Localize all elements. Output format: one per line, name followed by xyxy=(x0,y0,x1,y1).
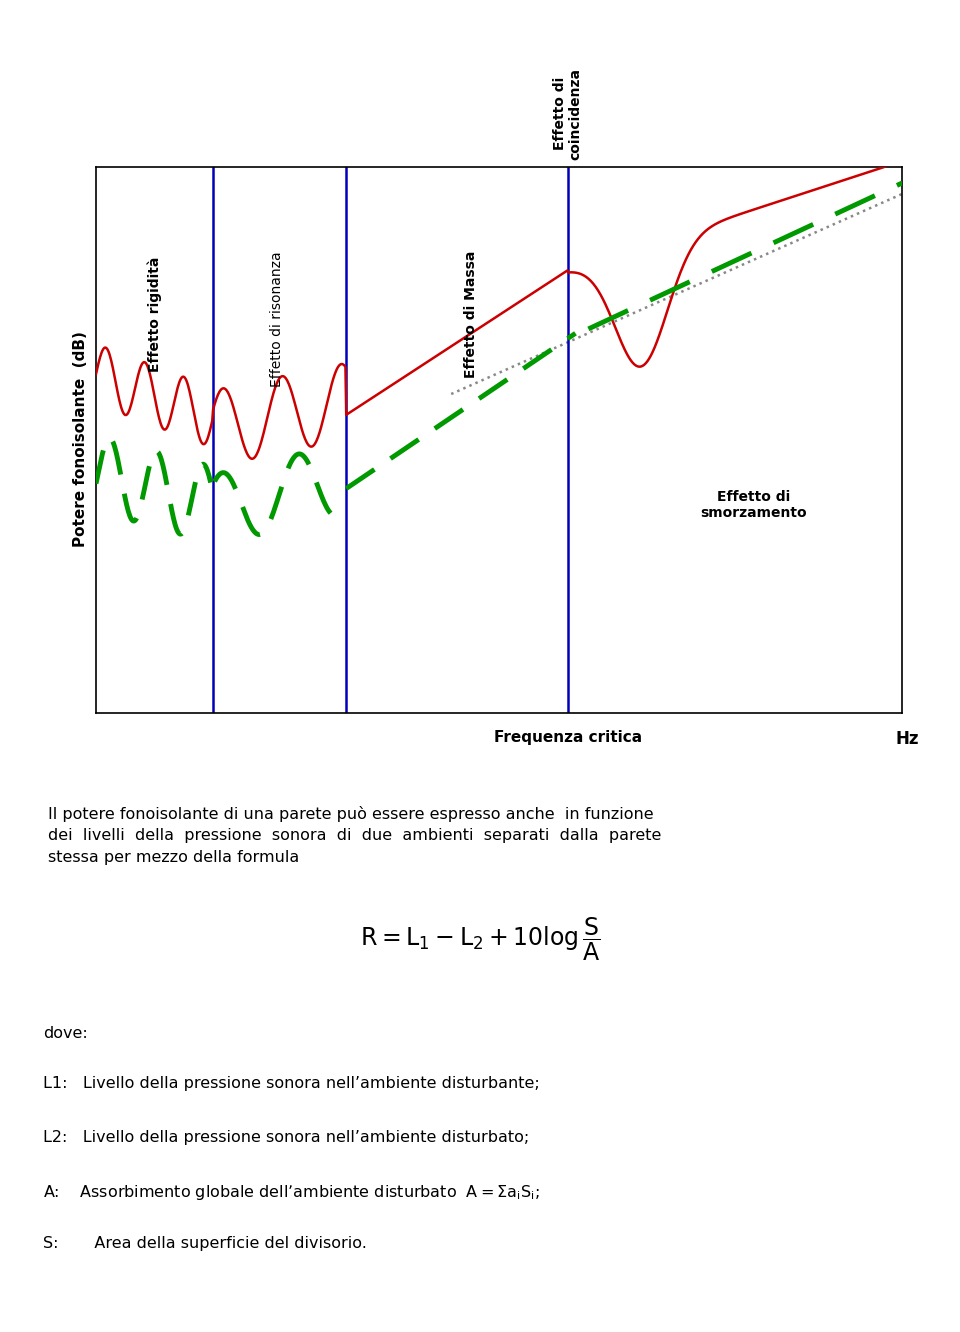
Text: Effetto rigidità: Effetto rigidità xyxy=(148,256,162,372)
Text: Effetto di Massa: Effetto di Massa xyxy=(464,250,478,378)
Text: L2:   Livello della pressione sonora nell’ambiente disturbato;: L2: Livello della pressione sonora nell’… xyxy=(43,1130,530,1144)
Text: Effetto di
coincidenza: Effetto di coincidenza xyxy=(553,68,583,160)
Y-axis label: Potere fonoisolante  (dB): Potere fonoisolante (dB) xyxy=(73,332,87,547)
Text: Effetto di
smorzamento: Effetto di smorzamento xyxy=(700,490,806,521)
Text: L1:   Livello della pressione sonora nell’ambiente disturbante;: L1: Livello della pressione sonora nell’… xyxy=(43,1076,540,1091)
Text: $\mathrm{R = L_1 - L_2 + 10log\,\dfrac{S}{A}}$: $\mathrm{R = L_1 - L_2 + 10log\,\dfrac{S… xyxy=(360,915,600,963)
Text: Effetto di risonanza: Effetto di risonanza xyxy=(271,252,284,388)
Text: dove:: dove: xyxy=(43,1026,88,1040)
Text: Hz: Hz xyxy=(896,730,919,749)
Text: A:    Assorbimento globale dell’ambiente disturbato  $\mathrm{A = \Sigma a_i S_i: A: Assorbimento globale dell’ambiente di… xyxy=(43,1183,540,1201)
Text: Frequenza critica: Frequenza critica xyxy=(493,730,642,745)
Text: Il potere fonoisolante di una parete può essere espresso anche  in funzione
dei : Il potere fonoisolante di una parete può… xyxy=(48,806,661,864)
Text: S:       Area della superficie del divisorio.: S: Area della superficie del divisorio. xyxy=(43,1236,367,1251)
